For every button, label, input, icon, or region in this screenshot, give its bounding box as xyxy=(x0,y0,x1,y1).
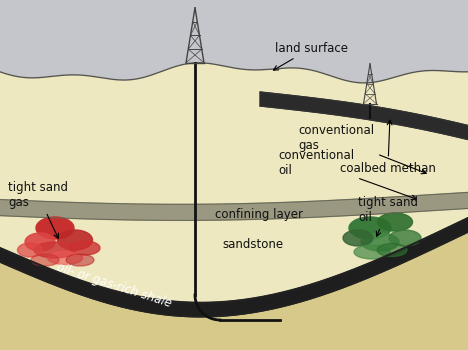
Ellipse shape xyxy=(349,217,391,239)
Ellipse shape xyxy=(36,217,74,239)
Ellipse shape xyxy=(377,244,407,257)
Text: tight sand
oil: tight sand oil xyxy=(358,196,418,236)
Polygon shape xyxy=(0,193,468,220)
Polygon shape xyxy=(0,232,468,350)
Ellipse shape xyxy=(70,241,100,255)
Ellipse shape xyxy=(58,230,93,250)
Text: conventional
oil: conventional oil xyxy=(278,149,416,199)
Ellipse shape xyxy=(25,233,55,251)
Ellipse shape xyxy=(17,243,43,257)
Polygon shape xyxy=(0,0,468,83)
Ellipse shape xyxy=(361,233,399,251)
Text: coalbed methan: coalbed methan xyxy=(340,120,436,175)
Text: conventional
gas: conventional gas xyxy=(298,124,426,174)
Ellipse shape xyxy=(354,245,390,259)
Ellipse shape xyxy=(31,254,59,266)
Ellipse shape xyxy=(378,213,412,231)
Text: sandstone: sandstone xyxy=(222,238,283,252)
Polygon shape xyxy=(0,63,468,350)
Text: oil- or gas-rich shale: oil- or gas-rich shale xyxy=(55,260,173,310)
Polygon shape xyxy=(0,218,468,317)
Text: confining layer: confining layer xyxy=(215,208,303,220)
Ellipse shape xyxy=(343,230,373,246)
Polygon shape xyxy=(0,208,468,303)
Text: tight sand
gas: tight sand gas xyxy=(8,181,68,238)
Ellipse shape xyxy=(34,242,76,258)
Ellipse shape xyxy=(389,230,421,246)
Ellipse shape xyxy=(66,254,94,266)
Polygon shape xyxy=(260,92,468,140)
Text: land surface: land surface xyxy=(273,42,348,70)
Ellipse shape xyxy=(47,252,82,265)
